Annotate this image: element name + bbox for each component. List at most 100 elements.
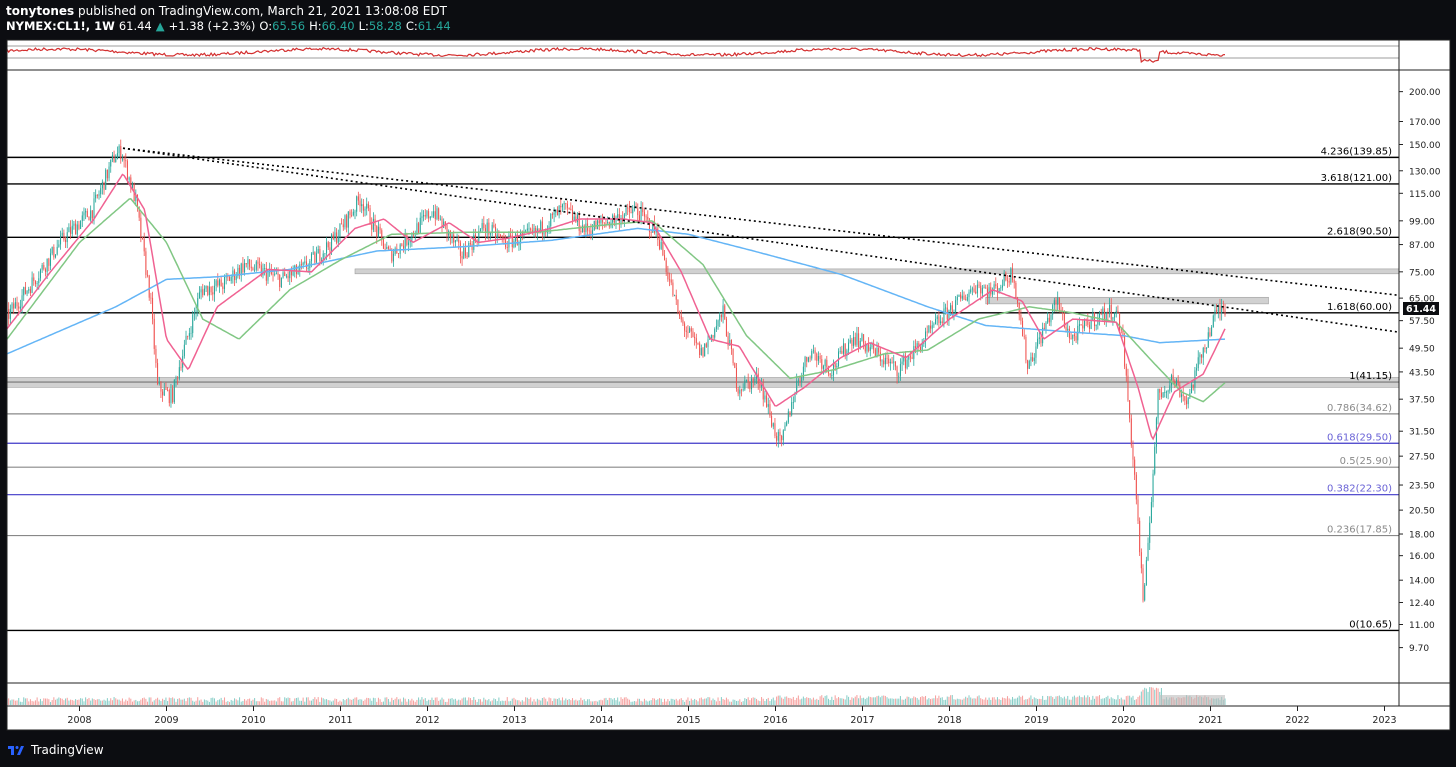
volume-bar: [1083, 695, 1085, 705]
candle: [1189, 388, 1191, 400]
candle: [1149, 516, 1151, 550]
candle: [863, 334, 865, 350]
volume-bar: [1062, 698, 1064, 705]
candle: [44, 267, 46, 277]
year-tick-label: 2023: [1372, 715, 1396, 726]
last-price-label: 61.44: [1406, 304, 1436, 315]
close-value: 61.44: [417, 19, 451, 33]
volume-bar: [285, 698, 287, 705]
volume-bar: [13, 699, 15, 705]
volume-bar: [891, 698, 893, 705]
volume-bar: [628, 699, 630, 705]
volume-bar: [433, 700, 435, 705]
candle: [817, 351, 819, 365]
volume-bar: [429, 699, 431, 705]
candle: [234, 268, 236, 287]
candle: [822, 364, 824, 375]
time-axis[interactable]: 2008 2009 2010 2011 2012 2013 2014 2015 2016 2017…: [67, 706, 1397, 726]
volume-bar: [536, 698, 538, 705]
candle: [1012, 263, 1014, 283]
volume-bar: [346, 698, 348, 705]
volume-bar: [466, 700, 468, 705]
volume-bar: [1073, 695, 1075, 705]
volume-bar: [747, 697, 749, 705]
candle: [970, 285, 972, 294]
volume-bar: [1023, 699, 1025, 705]
volume-bar: [408, 699, 410, 705]
candle: [913, 340, 915, 366]
volume-bar: [884, 695, 886, 705]
volume-bar: [807, 697, 809, 705]
volume-bar: [858, 698, 860, 705]
volume-bar: [735, 700, 737, 705]
volume-bar: [923, 696, 925, 705]
volume-bar: [742, 701, 744, 705]
candle: [774, 417, 776, 439]
volume-bar: [309, 700, 311, 705]
volume-bar: [1015, 698, 1017, 705]
candle: [29, 286, 31, 297]
candle: [285, 273, 287, 279]
volume-bar: [118, 699, 120, 705]
volume-bar: [846, 695, 848, 705]
candle: [903, 353, 905, 366]
brand-name[interactable]: TradingView: [31, 743, 104, 757]
volume-bar: [274, 700, 276, 705]
price-axis[interactable]: 200.00 170.00 150.00 130.00 115.00 99.00 87.00…: [1399, 88, 1441, 654]
candle: [76, 220, 78, 238]
candle: [851, 337, 853, 352]
candle: [272, 271, 274, 282]
candle: [195, 305, 197, 320]
volume-bar: [1047, 695, 1049, 705]
volume-bar: [18, 697, 20, 705]
candle: [403, 240, 405, 253]
candle: [316, 246, 318, 263]
candle: [704, 343, 706, 357]
candle: [1038, 332, 1040, 345]
volume-bar: [717, 697, 719, 705]
volume-bar: [239, 697, 241, 705]
volume-bar: [399, 698, 401, 705]
candle: [724, 303, 726, 321]
volume-bar: [220, 697, 222, 705]
candle: [936, 314, 938, 326]
candle: [495, 223, 497, 245]
price-tick-label: 170.00: [1409, 118, 1441, 128]
candle: [777, 429, 779, 448]
candle: [1162, 391, 1164, 398]
volume-bar: [175, 701, 177, 705]
candle: [322, 250, 324, 266]
volume-bar: [1112, 698, 1114, 705]
candle: [456, 233, 458, 242]
candle: [843, 338, 845, 358]
volume-bar: [869, 696, 871, 705]
volume-bar: [260, 697, 262, 705]
volume-bar: [143, 697, 145, 705]
candle: [481, 218, 483, 233]
candle: [702, 347, 704, 358]
candle: [205, 285, 207, 292]
publisher-name[interactable]: tonytones: [6, 4, 75, 18]
volume-bar: [936, 698, 938, 705]
candle: [714, 327, 716, 340]
candle: [784, 422, 786, 431]
volume-bar: [779, 695, 781, 705]
candle: [607, 216, 609, 224]
tradingview-logo-icon[interactable]: [6, 743, 26, 757]
volume-bar: [479, 699, 481, 705]
volume-bar: [351, 699, 353, 705]
volume-bar: [955, 699, 957, 705]
candle: [419, 212, 421, 234]
candle: [362, 198, 364, 217]
symbol-name[interactable]: NYMEX:CL1!, 1W: [6, 19, 115, 33]
volume-bar: [478, 698, 480, 705]
volume-bar: [1077, 696, 1079, 705]
candle: [401, 243, 403, 247]
candle: [873, 339, 875, 354]
candle: [387, 245, 389, 251]
volume-bar: [1097, 696, 1099, 705]
volume-bar: [963, 698, 965, 705]
volume-bar: [1110, 697, 1112, 705]
volume-bar: [1155, 687, 1157, 705]
